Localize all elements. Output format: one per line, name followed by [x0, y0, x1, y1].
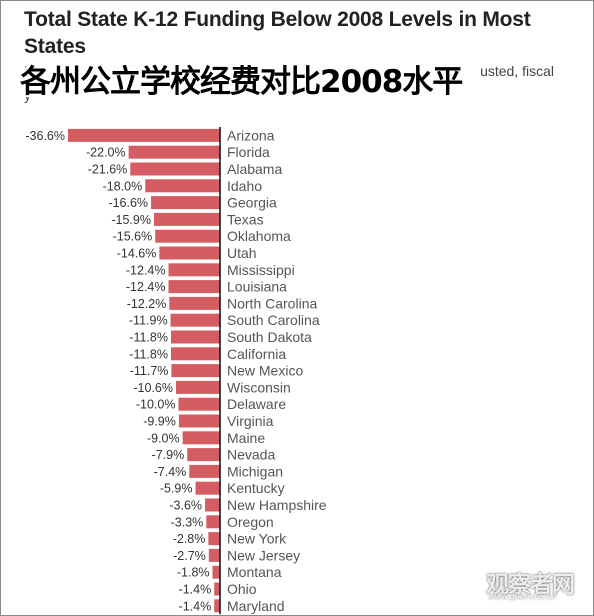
state-label-michigan: Michigan	[227, 463, 283, 479]
value-label-wisconsin: -10.6%	[133, 381, 173, 395]
subtitle-right-fragment: usted, fiscal	[480, 63, 554, 79]
bar-florida	[128, 145, 220, 159]
value-label-new-hampshire: -3.6%	[169, 499, 202, 513]
state-label-new-mexico: New Mexico	[227, 363, 303, 379]
bar-utah	[159, 246, 220, 260]
state-label-california: California	[227, 346, 286, 362]
value-label-delaware: -10.0%	[136, 398, 176, 412]
bar-north-carolina	[169, 296, 220, 310]
state-label-oklahoma: Oklahoma	[227, 228, 291, 244]
state-label-wisconsin: Wisconsin	[227, 379, 291, 395]
state-label-oregon: Oregon	[227, 514, 274, 530]
bar-texas	[153, 212, 220, 226]
state-label-south-carolina: South Carolina	[227, 312, 320, 328]
state-label-virginia: Virginia	[227, 413, 274, 429]
value-label-idaho: -18.0%	[103, 179, 143, 193]
state-label-north-carolina: North Carolina	[227, 295, 317, 311]
bar-nevada	[187, 448, 220, 462]
state-label-new-jersey: New Jersey	[227, 547, 300, 563]
bar-new-jersey	[208, 548, 220, 562]
value-label-virginia: -9.9%	[143, 415, 176, 429]
bar-alabama	[130, 162, 220, 176]
chart-title: Total State K-12 Funding Below 2008 Leve…	[24, 8, 531, 58]
bar-virginia	[178, 414, 220, 428]
value-label-alabama: -21.6%	[88, 163, 128, 177]
bar-oklahoma	[155, 229, 220, 243]
state-label-maryland: Maryland	[227, 598, 285, 614]
value-label-nevada: -7.9%	[152, 448, 185, 462]
value-label-utah: -14.6%	[117, 247, 157, 261]
bar-california	[170, 347, 220, 361]
watermark-url: www.guancha.cn	[488, 592, 556, 601]
watermark-logo: 观察者网	[486, 572, 575, 598]
bar-maine	[182, 431, 220, 445]
value-label-south-carolina: -11.9%	[129, 314, 168, 328]
value-label-maine: -9.0%	[147, 431, 180, 445]
bar-new-mexico	[171, 364, 220, 378]
value-label-new-jersey: -2.7%	[173, 549, 206, 563]
state-label-mississippi: Mississippi	[227, 262, 295, 278]
value-label-south-dakota: -11.8%	[129, 331, 168, 345]
bar-oregon	[206, 515, 220, 529]
value-label-mississippi: -12.4%	[126, 263, 166, 277]
state-label-south-dakota: South Dakota	[227, 329, 312, 345]
overlay-caption: 各州公立学校经费对比2008水平	[20, 64, 463, 100]
value-label-new-york: -2.8%	[173, 532, 206, 546]
state-label-texas: Texas	[227, 211, 264, 227]
value-label-texas: -15.9%	[111, 213, 151, 227]
value-label-ohio: -1.4%	[179, 583, 212, 597]
bar-new-york	[208, 532, 220, 546]
state-label-arizona: Arizona	[227, 127, 275, 143]
bar-michigan	[189, 464, 220, 478]
value-label-louisiana: -12.4%	[126, 280, 166, 294]
bar-maryland	[214, 599, 220, 613]
bar-arizona	[68, 128, 220, 142]
state-label-alabama: Alabama	[227, 161, 282, 177]
state-label-new-york: New York	[227, 531, 287, 547]
state-label-utah: Utah	[227, 245, 257, 261]
bar-south-dakota	[170, 330, 220, 344]
value-label-michigan: -7.4%	[154, 465, 187, 479]
value-label-california: -11.8%	[129, 347, 168, 361]
value-label-oklahoma: -15.6%	[113, 230, 153, 244]
state-label-montana: Montana	[227, 564, 282, 580]
bar-wisconsin	[175, 380, 220, 394]
value-label-florida: -22.0%	[86, 146, 126, 160]
bar-georgia	[151, 196, 220, 210]
bar-delaware	[178, 397, 220, 411]
state-label-delaware: Delaware	[227, 396, 286, 412]
value-label-montana: -1.8%	[177, 566, 210, 580]
value-label-georgia: -16.6%	[108, 196, 148, 210]
bar-ohio	[214, 582, 220, 596]
value-label-oregon: -3.3%	[171, 515, 204, 529]
bar-montana	[212, 565, 220, 579]
value-label-maryland: -1.4%	[179, 599, 212, 613]
subtitle-left-fragment: P	[24, 63, 34, 79]
bar-south-carolina	[170, 313, 220, 327]
bar-mississippi	[168, 263, 220, 277]
subtitle-line2-fragment: y	[24, 87, 31, 103]
state-label-idaho: Idaho	[227, 178, 262, 194]
bar-louisiana	[168, 280, 220, 294]
state-label-louisiana: Louisiana	[227, 279, 287, 295]
bar-new-hampshire	[205, 498, 220, 512]
value-label-kentucky: -5.9%	[160, 482, 193, 496]
state-label-new-hampshire: New Hampshire	[227, 497, 327, 513]
state-label-georgia: Georgia	[227, 195, 277, 211]
state-label-maine: Maine	[227, 430, 265, 446]
state-label-ohio: Ohio	[227, 581, 257, 597]
value-label-arizona: -36.6%	[25, 129, 65, 143]
value-label-new-mexico: -11.7%	[130, 364, 169, 378]
bar-kentucky	[195, 481, 220, 495]
state-label-florida: Florida	[227, 144, 270, 160]
value-label-north-carolina: -12.2%	[127, 297, 167, 311]
state-label-nevada: Nevada	[227, 447, 275, 463]
state-label-kentucky: Kentucky	[227, 480, 285, 496]
bar-idaho	[145, 179, 220, 193]
